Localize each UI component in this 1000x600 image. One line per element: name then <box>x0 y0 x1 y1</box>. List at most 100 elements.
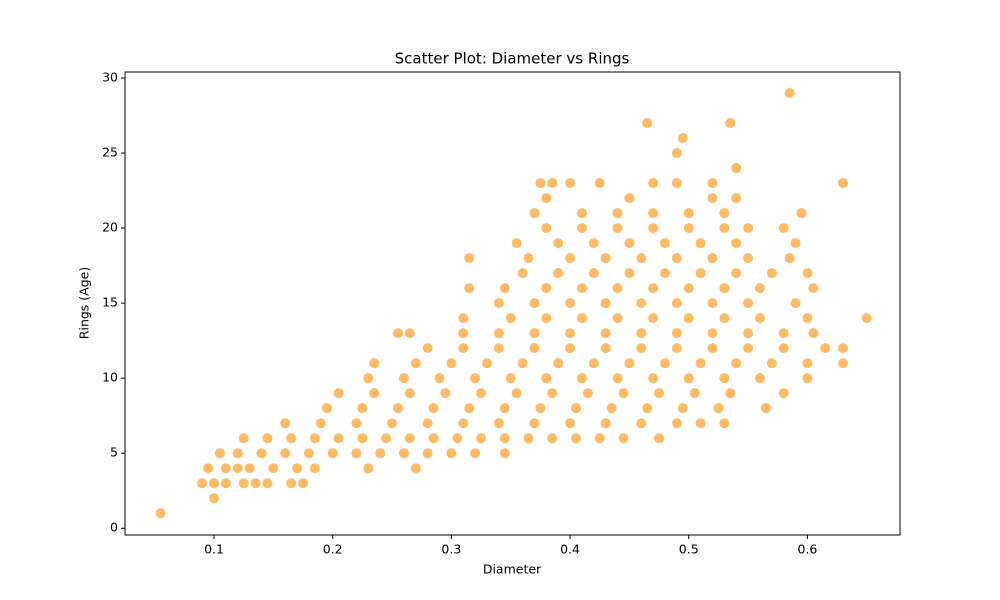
point <box>594 433 605 444</box>
point <box>232 448 243 459</box>
point <box>232 463 243 474</box>
point <box>588 268 599 279</box>
point <box>197 478 208 489</box>
point <box>541 283 552 294</box>
point <box>802 268 813 279</box>
point <box>683 283 694 294</box>
point <box>529 343 540 354</box>
point <box>470 448 481 459</box>
point <box>309 433 320 444</box>
point <box>719 373 730 384</box>
point <box>743 343 754 354</box>
point <box>303 448 314 459</box>
point <box>333 433 344 444</box>
point <box>298 478 309 489</box>
point <box>731 358 742 369</box>
point <box>529 328 540 339</box>
point <box>363 463 374 474</box>
point <box>446 358 457 369</box>
point <box>499 283 510 294</box>
point <box>600 418 611 429</box>
point <box>357 433 368 444</box>
point <box>499 403 510 414</box>
x-tick-label: 0.1 <box>204 542 224 557</box>
y-tick-label: 5 <box>110 445 118 460</box>
point <box>541 313 552 324</box>
point <box>588 358 599 369</box>
point <box>505 313 516 324</box>
point <box>547 388 558 399</box>
point <box>778 388 789 399</box>
x-tick-label: 0.4 <box>560 542 580 557</box>
point <box>535 403 546 414</box>
point <box>553 238 564 249</box>
point <box>244 463 255 474</box>
point <box>671 253 682 264</box>
point <box>541 223 552 234</box>
point <box>600 253 611 264</box>
point <box>743 223 754 234</box>
point <box>731 193 742 204</box>
point <box>636 328 647 339</box>
point <box>529 298 540 309</box>
point <box>677 133 688 144</box>
point <box>618 433 629 444</box>
point <box>725 388 736 399</box>
point <box>220 478 231 489</box>
point <box>743 328 754 339</box>
point <box>428 433 439 444</box>
point <box>351 418 362 429</box>
point <box>695 418 706 429</box>
point <box>565 253 576 264</box>
point <box>820 343 831 354</box>
x-tick-label: 0.3 <box>441 542 461 557</box>
point <box>618 388 629 399</box>
point <box>428 403 439 414</box>
point <box>707 298 718 309</box>
point <box>517 268 528 279</box>
point <box>719 313 730 324</box>
point <box>523 433 534 444</box>
point <box>155 508 166 519</box>
point <box>766 268 777 279</box>
y-tick-label: 10 <box>102 370 118 385</box>
point <box>784 253 795 264</box>
point <box>802 358 813 369</box>
point <box>547 178 558 189</box>
x-axis-label: Diameter <box>483 562 542 577</box>
point <box>535 178 546 189</box>
point <box>458 328 469 339</box>
point <box>695 268 706 279</box>
point <box>422 448 433 459</box>
point <box>327 448 338 459</box>
y-tick-label: 20 <box>102 220 118 235</box>
point <box>499 433 510 444</box>
point <box>422 418 433 429</box>
point <box>565 178 576 189</box>
x-tick-label: 0.2 <box>323 542 343 557</box>
point <box>624 358 635 369</box>
point <box>470 373 481 384</box>
point <box>683 373 694 384</box>
point <box>588 238 599 249</box>
point <box>209 493 220 504</box>
point <box>838 178 849 189</box>
point <box>600 343 611 354</box>
point <box>381 433 392 444</box>
point <box>440 388 451 399</box>
point <box>392 328 403 339</box>
point <box>790 298 801 309</box>
point <box>576 223 587 234</box>
point <box>292 463 303 474</box>
point <box>808 283 819 294</box>
point <box>784 88 795 99</box>
point <box>624 238 635 249</box>
point <box>529 208 540 219</box>
point <box>719 208 730 219</box>
point <box>778 223 789 234</box>
point <box>268 463 279 474</box>
point <box>648 223 659 234</box>
point <box>286 433 297 444</box>
point <box>493 418 504 429</box>
point <box>262 478 273 489</box>
